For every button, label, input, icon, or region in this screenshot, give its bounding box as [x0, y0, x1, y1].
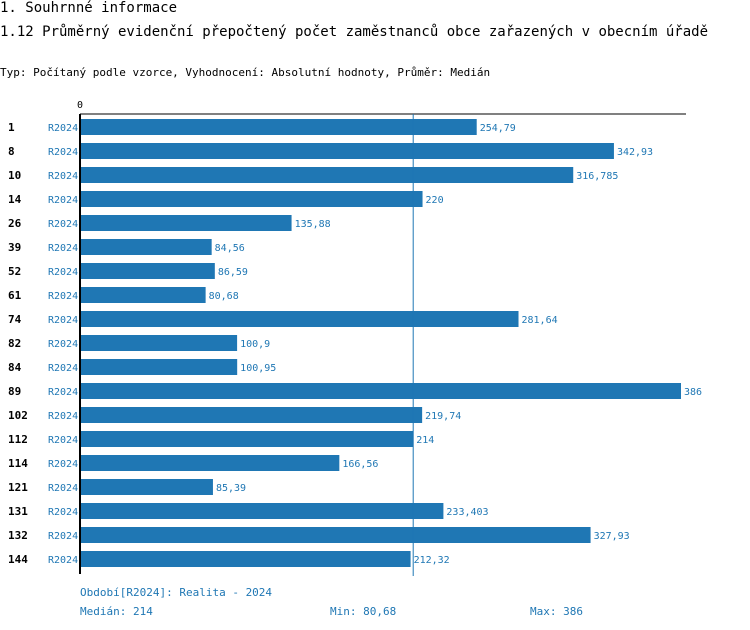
period-label: R2024 [48, 531, 78, 542]
bar [80, 383, 681, 399]
period-label: R2024 [48, 243, 78, 254]
category-label: 84 [8, 361, 22, 374]
value-label: 212,32 [414, 555, 450, 566]
period-label: R2024 [48, 267, 78, 278]
value-label: 86,59 [218, 267, 248, 278]
bar [80, 311, 519, 327]
value-label: 214 [416, 435, 434, 446]
category-label: 89 [8, 385, 21, 398]
bar [80, 455, 340, 471]
period-label: R2024 [48, 459, 78, 470]
bar [80, 407, 423, 423]
period-label: R2024 [48, 507, 78, 518]
period-label: R2024 [48, 147, 78, 158]
category-label: 39 [8, 241, 21, 254]
category-label: 144 [8, 553, 28, 566]
category-label: 14 [8, 193, 22, 206]
bar [80, 431, 414, 447]
category-label: 132 [8, 529, 28, 542]
bar [80, 527, 591, 543]
bar [80, 359, 238, 375]
period-label: R2024 [48, 219, 78, 230]
category-label: 102 [8, 409, 28, 422]
period-label: R2024 [48, 435, 78, 446]
category-label: 131 [8, 505, 28, 518]
value-label: 316,785 [576, 171, 618, 182]
period-label: R2024 [48, 195, 78, 206]
bar [80, 119, 477, 135]
value-label: 219,74 [425, 411, 461, 422]
chart-title: 1.12 Průměrný evidenční přepočtený počet… [0, 24, 709, 40]
bar [80, 191, 423, 207]
period-label: R2024 [48, 555, 78, 566]
period-label: R2024 [48, 483, 78, 494]
period-label: R2024 [48, 291, 78, 302]
median-stat: Medián: 214 [80, 605, 153, 618]
period-label: R2024 [48, 171, 78, 182]
value-label: 85,39 [216, 483, 246, 494]
period-label: R2024 [48, 387, 78, 398]
value-label: 166,56 [342, 459, 378, 470]
x-tick-label: 0 [77, 100, 83, 111]
section-heading: 1. Souhrnné informace [0, 0, 178, 16]
period-label: R2024 [48, 411, 78, 422]
period-legend: Období[R2024]: Realita - 2024 [80, 586, 273, 599]
bar [80, 335, 238, 351]
category-label: 52 [8, 265, 21, 278]
chart-meta: Typ: Počítaný podle vzorce, Vyhodnocení:… [0, 66, 491, 79]
value-label: 342,93 [617, 147, 653, 158]
category-label: 74 [8, 313, 22, 326]
period-label: R2024 [48, 315, 78, 326]
value-label: 80,68 [209, 291, 239, 302]
bar [80, 503, 444, 519]
value-label: 281,64 [522, 315, 558, 326]
bar [80, 167, 574, 183]
bar [80, 479, 213, 495]
category-label: 82 [8, 337, 21, 350]
value-label: 327,93 [594, 531, 630, 542]
value-label: 135,88 [295, 219, 331, 230]
category-label: 10 [8, 169, 21, 182]
period-label: R2024 [48, 123, 78, 134]
value-label: 100,95 [240, 363, 276, 374]
category-label: 61 [8, 289, 22, 302]
bar [80, 263, 215, 279]
category-label: 114 [8, 457, 28, 470]
bar [80, 143, 614, 159]
bar [80, 239, 212, 255]
period-label: R2024 [48, 339, 78, 350]
value-label: 254,79 [480, 123, 516, 134]
bar [80, 551, 411, 567]
value-label: 233,403 [446, 507, 488, 518]
min-stat: Min: 80,68 [330, 605, 397, 618]
value-label: 386 [684, 387, 702, 398]
period-label: R2024 [48, 363, 78, 374]
value-label: 220 [426, 195, 444, 206]
category-label: 26 [8, 217, 22, 230]
value-label: 84,56 [215, 243, 245, 254]
value-label: 100,9 [240, 339, 270, 350]
category-label: 121 [8, 481, 28, 494]
category-label: 1 [8, 121, 15, 134]
category-label: 8 [8, 145, 15, 158]
bar [80, 215, 292, 231]
bar-chart: 0 1 R2024 254,79 8 R2024 342,93 10 R2024 316,785 1… [8, 100, 702, 576]
category-label: 112 [8, 433, 28, 446]
bar [80, 287, 206, 303]
max-stat: Max: 386 [530, 605, 583, 618]
